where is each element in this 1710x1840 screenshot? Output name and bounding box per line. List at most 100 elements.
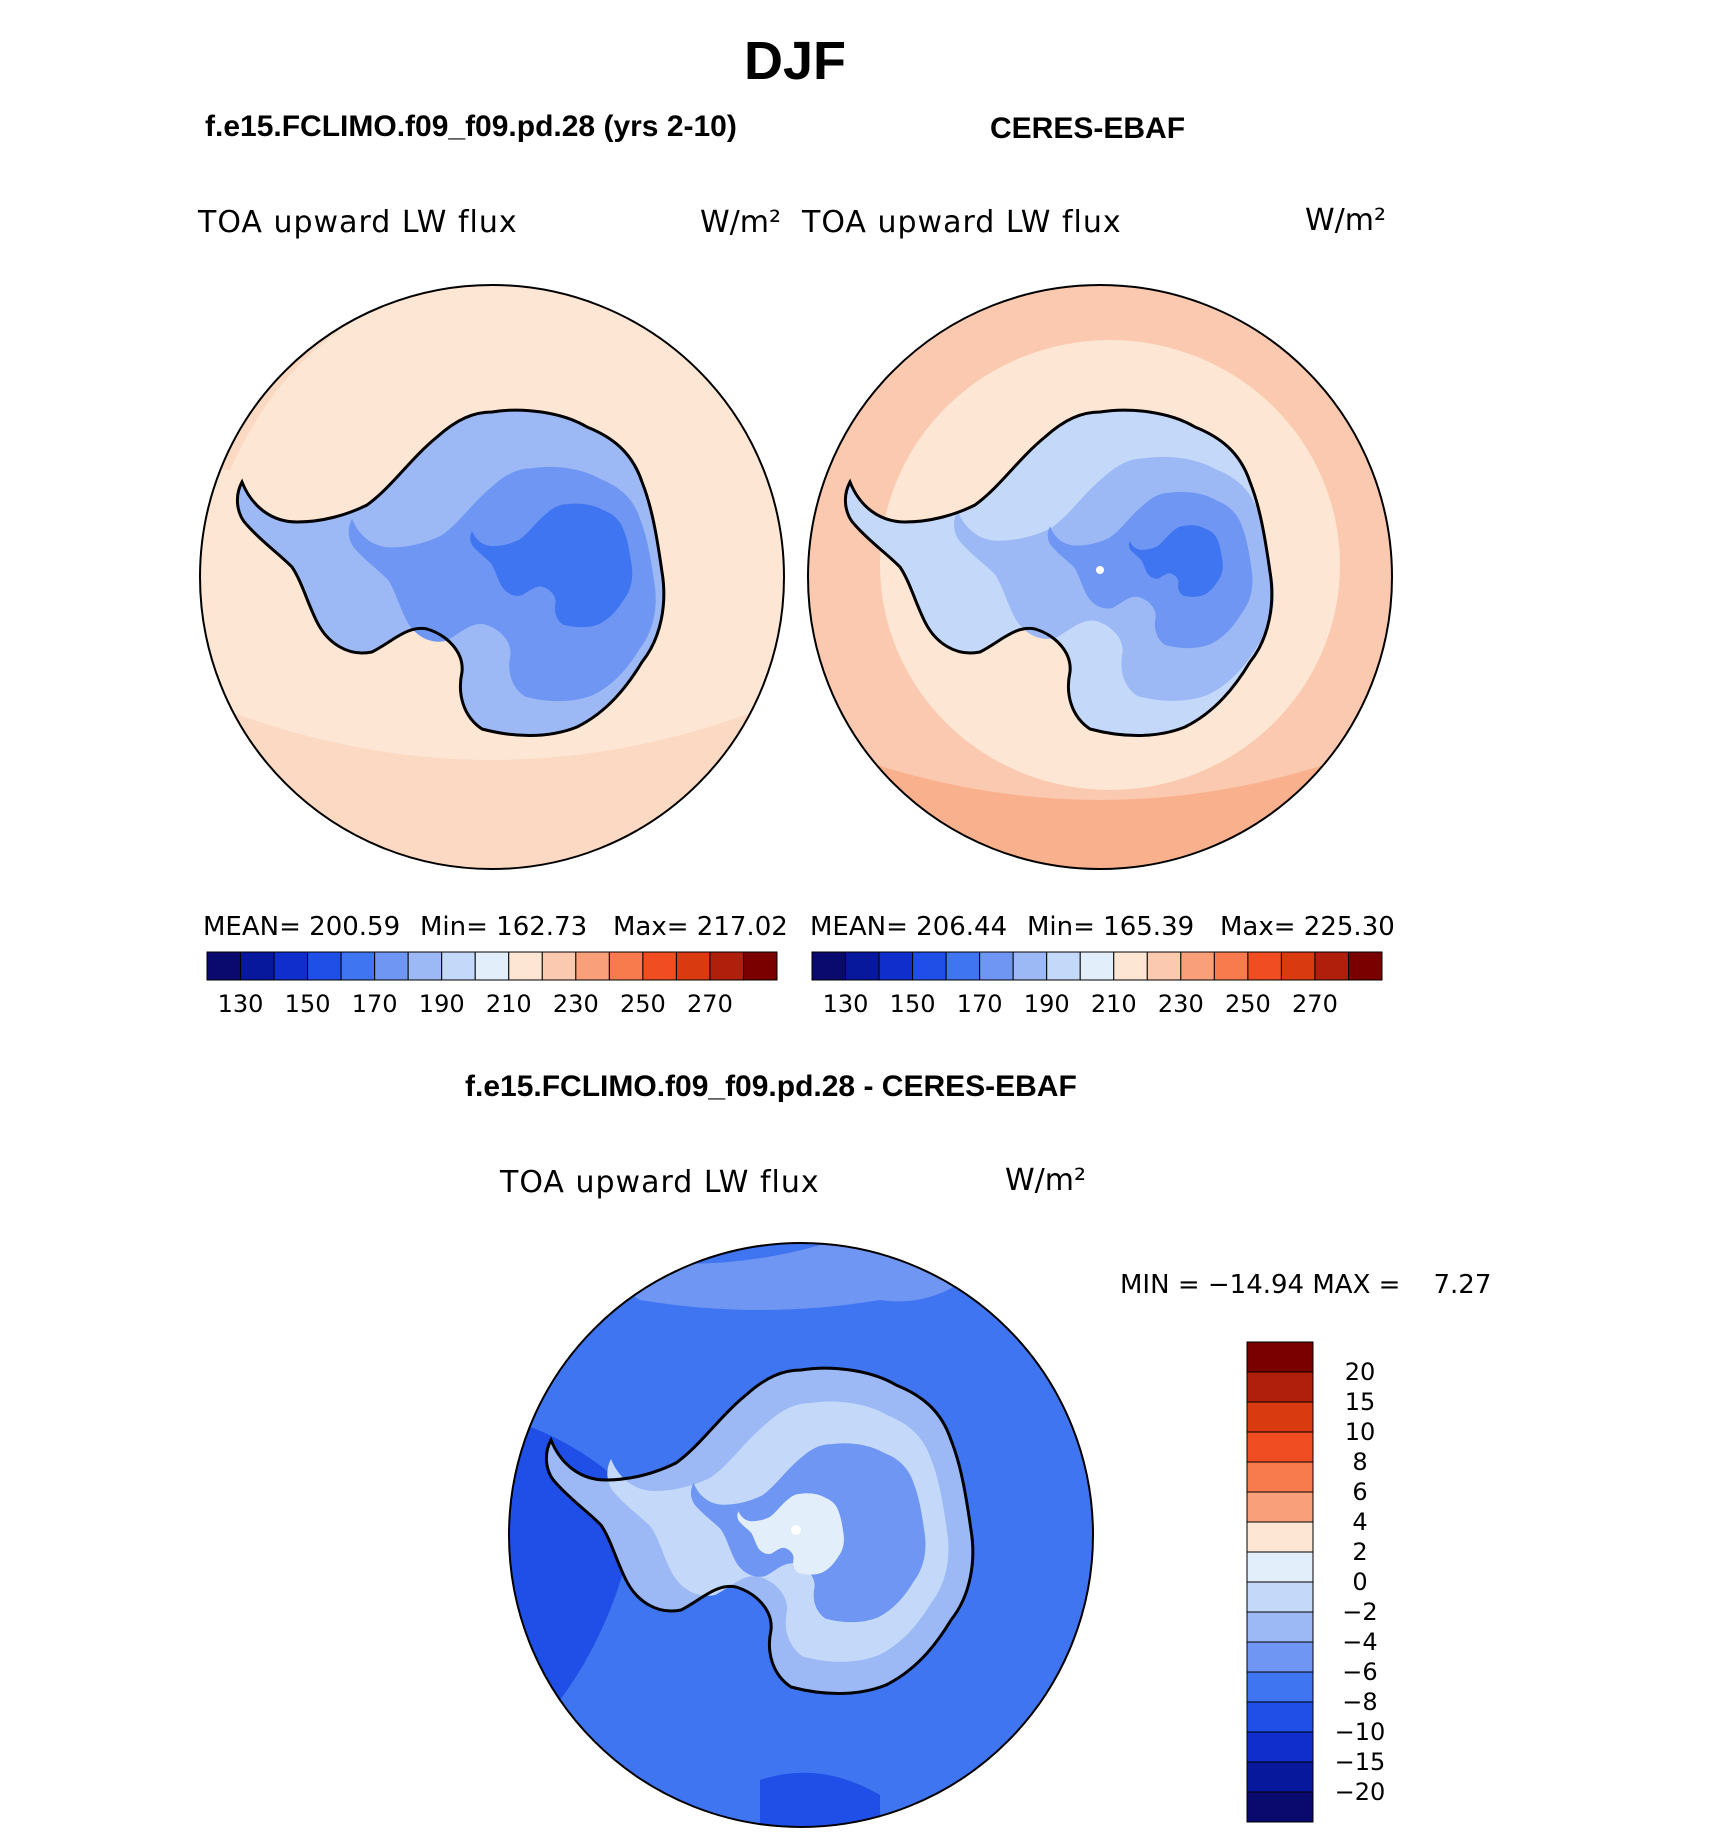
panel1-ocean-band xyxy=(200,700,784,869)
diff-ocean-dark-south xyxy=(760,1772,880,1827)
diff-colorbar-swatch xyxy=(1246,1341,1314,1373)
top-colorbar-2-swatch xyxy=(979,951,1014,981)
top-colorbar-2-swatch xyxy=(1079,951,1115,981)
top-colorbar-2-swatch xyxy=(1314,951,1349,981)
top-colorbar-2-tick-label: 270 xyxy=(1292,990,1338,1018)
diff-colorbar-swatch xyxy=(1246,1371,1314,1403)
panel1-case-title: f.e15.FCLIMO.f09_f09.pd.28 (yrs 2-10) xyxy=(205,110,737,143)
panel1-variable-label: TOA upward LW flux xyxy=(198,205,518,240)
panel1-mean: MEAN= 200.59 xyxy=(203,912,401,942)
top-colorbar-2-tick-label: 210 xyxy=(1091,990,1137,1018)
panel2-min: Min= 165.39 xyxy=(1027,912,1195,942)
diff-colorbar-tick-label: 6 xyxy=(1352,1478,1367,1506)
top-colorbar-1-swatch xyxy=(206,951,242,981)
top-colorbar-2-tick-label: 170 xyxy=(957,990,1003,1018)
panel1-map xyxy=(200,285,784,869)
top-colorbar-2-tick-label: 130 xyxy=(823,990,869,1018)
panel1-map-border xyxy=(199,284,785,870)
top-colorbar-2-swatch xyxy=(811,951,847,981)
diff-colorbar-tick-label: 0 xyxy=(1352,1568,1367,1596)
top-colorbar-2-tick-label: 230 xyxy=(1158,990,1204,1018)
top-colorbar-1-swatch xyxy=(273,951,309,981)
diff-colorbar-tick-label: −6 xyxy=(1342,1658,1377,1686)
diff-colorbar-swatch xyxy=(1246,1491,1314,1523)
diff-colorbar-tick-label: 10 xyxy=(1345,1418,1376,1446)
top-colorbar-1-swatch xyxy=(742,951,778,981)
diff-title: f.e15.FCLIMO.f09_f09.pd.28 - CERES-EBAF xyxy=(465,1070,1077,1103)
diff-colorbar-tick-label: −8 xyxy=(1342,1688,1377,1716)
diff-colorbar-tick-label: −15 xyxy=(1335,1748,1385,1776)
top-colorbar-2-swatch xyxy=(1347,951,1383,981)
panel2-units-label: W/m² xyxy=(1305,203,1387,238)
diff-colorbar-swatch xyxy=(1246,1581,1314,1613)
top-colorbar-1-swatch xyxy=(575,951,610,981)
top-colorbar-1-tick-label: 250 xyxy=(620,990,666,1018)
diff-colorbar-tick-label: −2 xyxy=(1342,1598,1377,1626)
diff-colorbar-swatch xyxy=(1246,1791,1314,1823)
top-colorbar-2-swatch xyxy=(1213,951,1249,981)
diff-colorbar-tick-label: −20 xyxy=(1335,1778,1385,1806)
top-colorbar-1-tick-label: 270 xyxy=(687,990,733,1018)
panel2-map-border xyxy=(807,284,1393,870)
top-colorbar-2-swatch xyxy=(1046,951,1081,981)
top-colorbar-1-tick-label: 130 xyxy=(218,990,264,1018)
top-colorbar-1-swatch xyxy=(642,951,677,981)
top-colorbar-1-swatch xyxy=(474,951,510,981)
top-colorbar-1-swatch xyxy=(441,951,476,981)
diff-colorbar-swatch xyxy=(1246,1551,1314,1583)
panel1-min: Min= 162.73 xyxy=(420,912,588,942)
top-colorbar-2-swatch xyxy=(1113,951,1148,981)
diff-colorbar-tick-label: 15 xyxy=(1345,1388,1376,1416)
top-colorbar-2-swatch xyxy=(1012,951,1048,981)
diff-colorbar-swatch xyxy=(1246,1641,1314,1673)
top-colorbar-1-swatch xyxy=(240,951,275,981)
panel1-max: Max= 217.02 xyxy=(613,912,788,942)
top-colorbar-2-swatch xyxy=(912,951,947,981)
diff-map xyxy=(509,1243,1093,1827)
top-colorbar-1-tick-label: 170 xyxy=(352,990,398,1018)
top-colorbar-1-swatch xyxy=(675,951,711,981)
diff-colorbar-swatch xyxy=(1246,1401,1314,1433)
top-colorbar-1-swatch xyxy=(407,951,443,981)
top-colorbar-1-tick-label: 230 xyxy=(553,990,599,1018)
panel2-max: Max= 225.30 xyxy=(1220,912,1395,942)
top-colorbar-2: 130 150 170 190 210 230 250 270 xyxy=(811,951,1383,1018)
diff-colorbar-tick-label: 8 xyxy=(1352,1448,1367,1476)
diff-colorbar-tick-label: 2 xyxy=(1352,1538,1367,1566)
panel2-variable-label: TOA upward LW flux xyxy=(802,205,1122,240)
diff-colorbar-swatch xyxy=(1246,1461,1314,1493)
panel2-case-title: CERES-EBAF xyxy=(990,112,1186,145)
diff-colorbar-tick-label: 4 xyxy=(1352,1508,1367,1536)
top-colorbar-2-swatch xyxy=(945,951,981,981)
panel2-pole-dot xyxy=(1096,566,1104,574)
diff-colorbar-tick-label: −4 xyxy=(1342,1628,1377,1656)
top-colorbar-1-swatch xyxy=(541,951,577,981)
top-colorbar-2-tick-label: 190 xyxy=(1024,990,1070,1018)
diff-colorbar-swatch xyxy=(1246,1731,1314,1763)
diff-colorbar-swatch xyxy=(1246,1671,1314,1703)
top-colorbar-1-swatch xyxy=(340,951,376,981)
diff-pole-dot xyxy=(791,1525,801,1535)
top-colorbar-2-swatch xyxy=(845,951,880,981)
top-colorbar-1-swatch xyxy=(608,951,644,981)
top-colorbar-2-swatch xyxy=(1247,951,1282,981)
top-colorbar-1-tick-label: 150 xyxy=(285,990,331,1018)
top-colorbar-2-swatch xyxy=(1146,951,1182,981)
main-title: DJF xyxy=(743,31,846,91)
diff-colorbar-swatch xyxy=(1246,1521,1314,1553)
diff-ocean-light-north xyxy=(560,1245,1000,1310)
panel2-map xyxy=(808,285,1392,869)
diff-variable-label: TOA upward LW flux xyxy=(500,1165,820,1200)
diff-map-border xyxy=(508,1242,1094,1828)
diff-colorbar-swatch xyxy=(1246,1761,1314,1793)
top-colorbar-1-swatch xyxy=(508,951,543,981)
top-colorbar-1-swatch xyxy=(374,951,409,981)
diff-units-label: W/m² xyxy=(1005,1163,1087,1198)
panel1-units-label: W/m² xyxy=(700,205,782,240)
top-colorbar-2-swatch xyxy=(878,951,914,981)
top-colorbar-2-swatch xyxy=(1280,951,1316,981)
top-colorbar-2-swatch xyxy=(1180,951,1215,981)
top-colorbar-1: 130 150 170 190 210 230 250 270 xyxy=(206,951,778,1018)
diff-colorbar-swatch xyxy=(1246,1611,1314,1643)
